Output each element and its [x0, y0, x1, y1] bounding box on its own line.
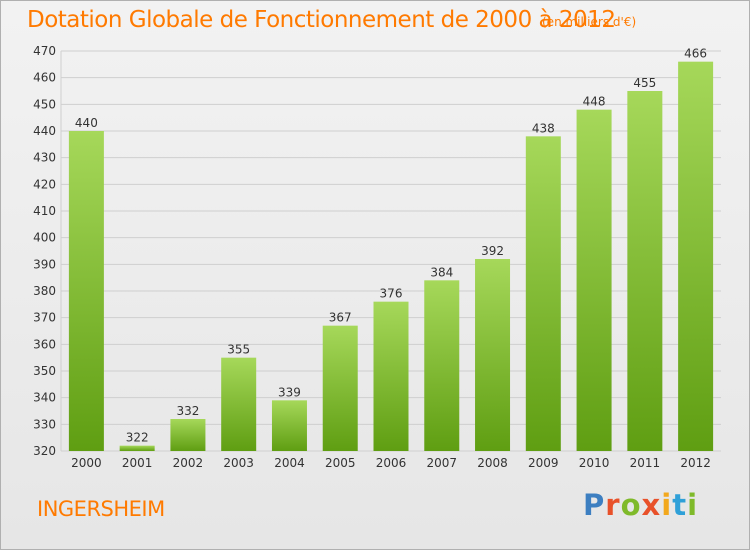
logo-letter: r	[605, 488, 621, 522]
y-tick-label: 390	[33, 257, 56, 271]
logo-letter: i	[687, 488, 699, 522]
bar	[525, 136, 561, 452]
x-tick-label: 2005	[325, 456, 356, 470]
x-tick-label: 2004	[274, 456, 305, 470]
bars	[68, 61, 714, 452]
y-tick-label: 430	[33, 151, 56, 165]
y-tick-label: 470	[33, 44, 56, 58]
x-tick-label: 2008	[477, 456, 508, 470]
y-tick-label: 440	[33, 124, 56, 138]
data-label: 392	[481, 244, 504, 258]
y-tick-label: 410	[33, 204, 56, 218]
y-tick-label: 360	[33, 337, 56, 351]
bar	[627, 91, 663, 451]
logo-letter: o	[620, 488, 642, 522]
y-tick-label: 370	[33, 311, 56, 325]
data-label: 367	[329, 311, 352, 325]
bar	[221, 357, 257, 451]
data-label: 438	[532, 121, 555, 135]
chart-title: Dotation Globale de Fonctionnement de 20…	[27, 7, 616, 33]
bar	[119, 445, 155, 451]
logo-letter: i	[661, 488, 673, 522]
bar	[322, 325, 358, 451]
x-tick-label: 2009	[528, 456, 559, 470]
data-label: 339	[278, 385, 301, 399]
logo-letter: P	[583, 488, 606, 522]
bar	[678, 61, 714, 452]
y-tick-label: 460	[33, 71, 56, 85]
x-tick-label: 2000	[71, 456, 102, 470]
data-label: 355	[227, 343, 250, 357]
data-labels: 440 322 332 355 339 367 376 384 392 438 448 455 466	[75, 47, 707, 445]
x-tick-label: 2001	[122, 456, 153, 470]
x-tick-label: 2010	[579, 456, 610, 470]
data-label: 466	[684, 47, 707, 61]
y-tick-label: 420	[33, 177, 56, 191]
proxiti-logo: Proxiti	[583, 488, 698, 522]
bar	[170, 419, 206, 451]
x-tick-label: 2002	[173, 456, 204, 470]
data-label: 440	[75, 116, 98, 130]
bar	[475, 259, 511, 451]
data-label: 455	[633, 76, 656, 90]
y-tick-label: 400	[33, 231, 56, 245]
x-tick-label: 2003	[223, 456, 254, 470]
logo-letter: t	[672, 488, 688, 522]
data-label: 384	[430, 265, 453, 279]
commune-name: INGERSHEIM	[37, 497, 165, 521]
x-tick-label: 2012	[680, 456, 711, 470]
x-tick-label: 2011	[630, 456, 661, 470]
bar	[271, 400, 307, 451]
x-tick-label: 2006	[376, 456, 407, 470]
y-tick-label: 450	[33, 97, 56, 111]
x-tick-label: 2007	[426, 456, 457, 470]
y-tick-label: 330	[33, 417, 56, 431]
bar	[373, 301, 409, 451]
bar	[424, 280, 460, 451]
y-tick-label: 340	[33, 391, 56, 405]
y-tick-label: 350	[33, 364, 56, 378]
logo-letter: x	[641, 488, 662, 522]
x-axis-ticks: 2000 2001 2002 2003 2004 2005 2006 2007 2008 2009…	[71, 456, 711, 470]
data-label: 376	[380, 287, 403, 301]
y-tick-label: 320	[33, 444, 56, 458]
y-tick-label: 380	[33, 284, 56, 298]
y-axis-ticks: 320 330 340 350 360 370 380 390 400 410 420 430 440 4…	[33, 44, 56, 458]
data-label: 448	[583, 95, 606, 109]
data-label: 322	[126, 431, 149, 445]
chart-unit-note: (en milliers d'€)	[542, 15, 637, 29]
bar	[576, 109, 612, 452]
bar	[68, 131, 104, 451]
data-label: 332	[176, 404, 199, 418]
